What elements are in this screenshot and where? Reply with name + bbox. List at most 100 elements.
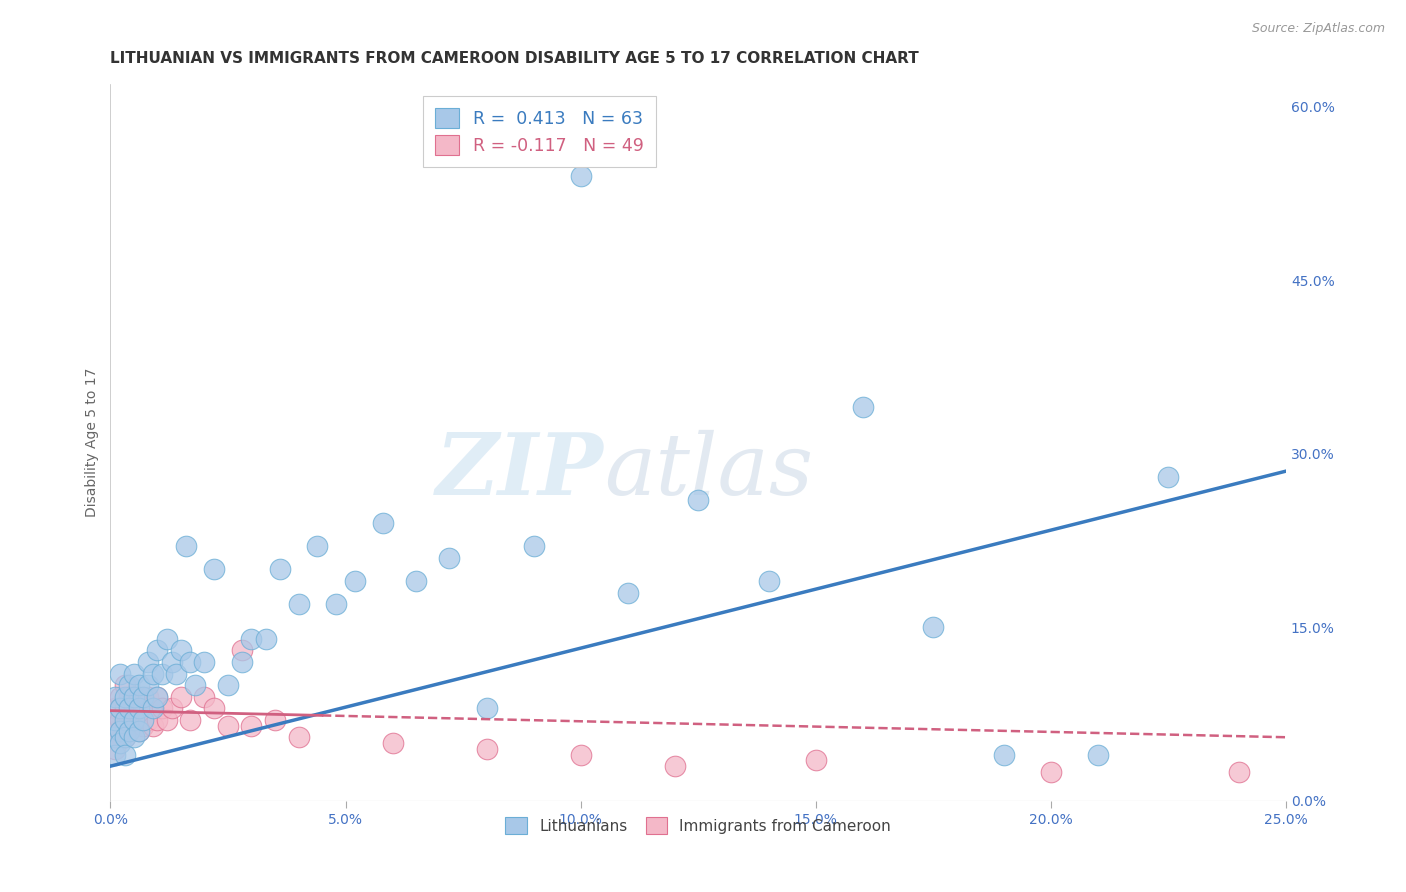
Point [128,724,150,739]
Point [114,731,136,745]
Point [142,719,165,733]
Point [179,713,201,727]
Point [118,724,141,739]
Point [132,719,155,733]
Point [108,701,131,715]
Point [132,690,155,704]
Point [688,493,710,508]
Point [128,724,150,739]
Point [325,597,347,611]
Point [114,678,136,692]
Point [128,690,150,704]
Point [114,713,136,727]
Point [136,655,159,669]
Point [136,713,159,727]
Point [122,713,145,727]
Point [1087,747,1109,762]
Point [150,666,173,681]
Point [287,731,309,745]
Point [993,747,1015,762]
Point [108,666,131,681]
Point [118,678,141,692]
Point [132,713,155,727]
Point [264,713,287,727]
Point [118,701,141,715]
Point [287,597,309,611]
Point [104,701,127,715]
Point [104,731,127,745]
Point [118,713,141,727]
Point [104,747,127,762]
Point [231,655,253,669]
Text: Source: ZipAtlas.com: Source: ZipAtlas.com [1251,22,1385,36]
Point [136,690,159,704]
Point [122,666,145,681]
Point [150,701,173,715]
Point [231,643,253,657]
Point [569,747,592,762]
Point [193,655,215,669]
Point [343,574,366,588]
Point [146,713,169,727]
Point [132,701,155,715]
Point [804,753,827,767]
Point [108,701,131,715]
Point [170,690,193,704]
Point [108,713,131,727]
Point [307,539,329,553]
Point [1157,470,1180,484]
Point [108,724,131,739]
Point [1227,764,1250,779]
Point [160,655,183,669]
Point [254,632,277,646]
Point [179,655,201,669]
Point [202,562,225,576]
Point [616,585,638,599]
Text: LITHUANIAN VS IMMIGRANTS FROM CAMEROON DISABILITY AGE 5 TO 17 CORRELATION CHART: LITHUANIAN VS IMMIGRANTS FROM CAMEROON D… [111,51,920,66]
Point [160,701,183,715]
Point [142,701,165,715]
Point [122,701,145,715]
Point [165,666,187,681]
Point [664,759,686,773]
Point [405,574,427,588]
Point [156,632,179,646]
Point [184,678,207,692]
Y-axis label: Disability Age 5 to 17: Disability Age 5 to 17 [86,368,100,516]
Point [852,401,875,415]
Legend: Lithuanians, Immigrants from Cameroon: Lithuanians, Immigrants from Cameroon [496,807,900,844]
Point [104,741,127,756]
Text: ZIP: ZIP [436,429,605,513]
Point [114,747,136,762]
Point [122,690,145,704]
Point [146,690,169,704]
Point [114,690,136,704]
Point [122,713,145,727]
Point [142,666,165,681]
Point [114,731,136,745]
Point [373,516,395,531]
Point [128,678,150,692]
Point [118,690,141,704]
Text: atlas: atlas [605,430,813,512]
Point [170,643,193,657]
Point [146,643,169,657]
Point [156,713,179,727]
Point [437,550,460,565]
Point [193,690,215,704]
Point [114,701,136,715]
Point [104,713,127,727]
Point [475,701,498,715]
Point [128,707,150,722]
Point [269,562,291,576]
Point [118,724,141,739]
Point [174,539,197,553]
Point [104,713,127,727]
Point [217,678,239,692]
Point [108,690,131,704]
Point [202,701,225,715]
Point [104,724,127,739]
Point [108,736,131,750]
Point [381,736,404,750]
Point [104,731,127,745]
